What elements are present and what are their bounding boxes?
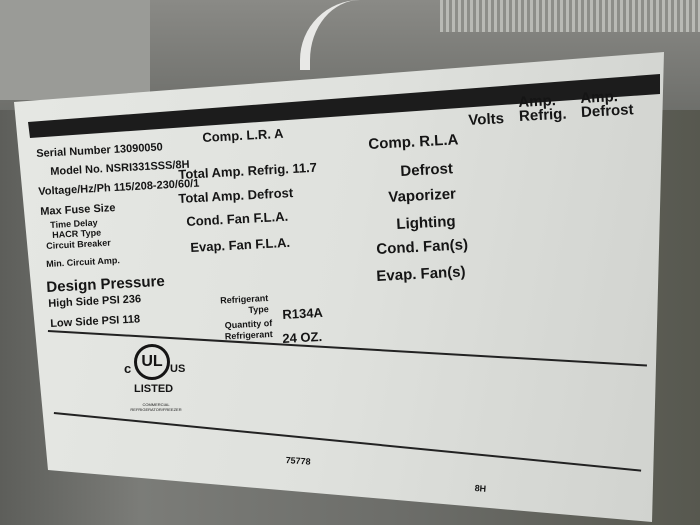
ul-mark: UL [141, 353, 163, 370]
vaporizer: Vaporizer [388, 185, 457, 206]
header-amp-refrig: Amp. Refrig. [517, 92, 567, 125]
ul-c: c [124, 361, 132, 376]
defrost: Defrost [400, 160, 454, 180]
header-amp-defrost: Amp. Defrost [579, 88, 634, 121]
refrigerant-type: R134A [282, 304, 324, 322]
ul-fine-print: COMMERCIAL REFRIGERATOR/FREEZER [130, 402, 182, 412]
refrigerant-type-label: Refrigerant Type [219, 292, 270, 316]
white-wire [300, 0, 370, 70]
metal-panel [0, 0, 150, 100]
label-suffix: 8H [474, 483, 487, 494]
ul-us: US [170, 363, 186, 375]
ul-listed: LISTED [134, 383, 174, 395]
header-volts: Volts [468, 110, 505, 129]
condenser-coil [440, 0, 700, 32]
lighting: Lighting [396, 212, 456, 233]
label-code: 75778 [285, 455, 311, 467]
ul-logo-icon: UL [134, 344, 170, 380]
